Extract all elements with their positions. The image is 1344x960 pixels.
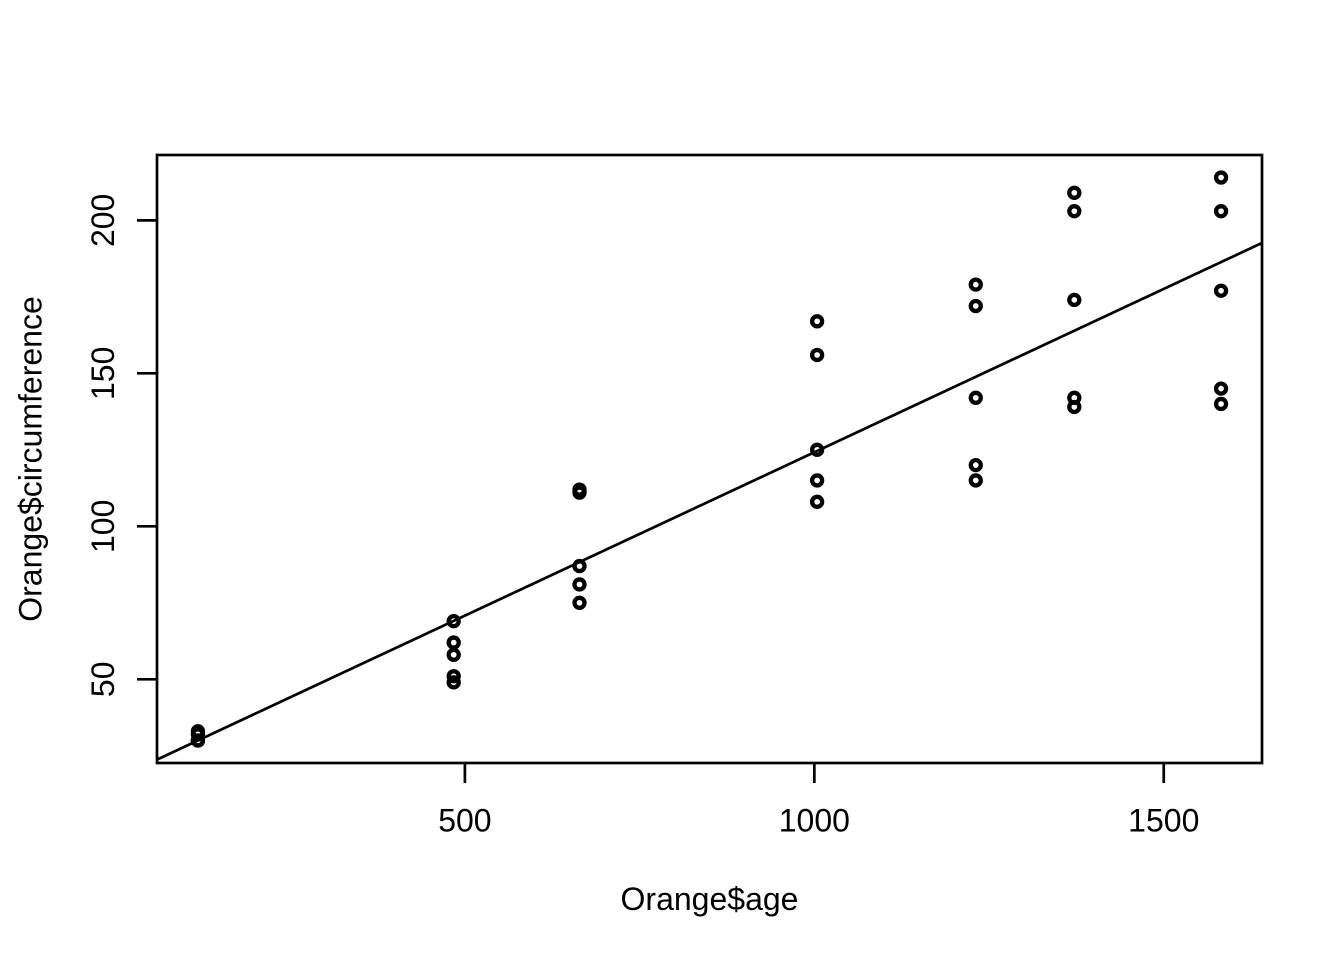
data-point xyxy=(446,635,461,650)
y-tick-label: 100 xyxy=(85,500,121,553)
data-point xyxy=(1213,204,1229,219)
y-tick-label: 150 xyxy=(85,347,121,400)
data-point xyxy=(1213,283,1229,298)
data-point xyxy=(1067,292,1082,308)
data-point xyxy=(446,647,461,662)
data-point xyxy=(446,669,461,684)
data-point xyxy=(809,494,825,509)
plot-box xyxy=(155,153,1264,765)
data-point xyxy=(572,482,587,497)
data-point xyxy=(572,577,587,592)
data-point xyxy=(190,724,206,739)
data-point xyxy=(1067,204,1082,219)
data-point xyxy=(446,675,461,690)
x-tick-label: 500 xyxy=(438,803,491,839)
data-point xyxy=(968,457,983,473)
data-point xyxy=(968,390,983,405)
data-point xyxy=(809,473,825,488)
y-axis-label: Orange$circumference xyxy=(13,296,49,621)
data-point xyxy=(968,298,983,314)
data-point xyxy=(1213,381,1229,396)
data-point xyxy=(968,473,983,488)
data-point xyxy=(1213,170,1229,185)
plot-area: 500 1000 1500 50 100 150 200 xyxy=(85,153,1264,839)
data-point xyxy=(446,614,461,629)
data-point xyxy=(1213,396,1229,412)
data-point xyxy=(968,277,983,292)
data-point xyxy=(809,347,825,363)
x-tick-label: 1500 xyxy=(1128,803,1199,839)
y-tick-label: 200 xyxy=(85,194,121,247)
x-tick-label: 1000 xyxy=(779,803,850,839)
data-point xyxy=(572,595,587,610)
data-point xyxy=(809,314,825,329)
y-tick-label: 50 xyxy=(85,661,121,697)
x-axis-label: Orange$age xyxy=(621,881,799,917)
data-point xyxy=(1067,390,1082,405)
data-point xyxy=(1067,185,1082,200)
fit-line xyxy=(156,241,1263,761)
